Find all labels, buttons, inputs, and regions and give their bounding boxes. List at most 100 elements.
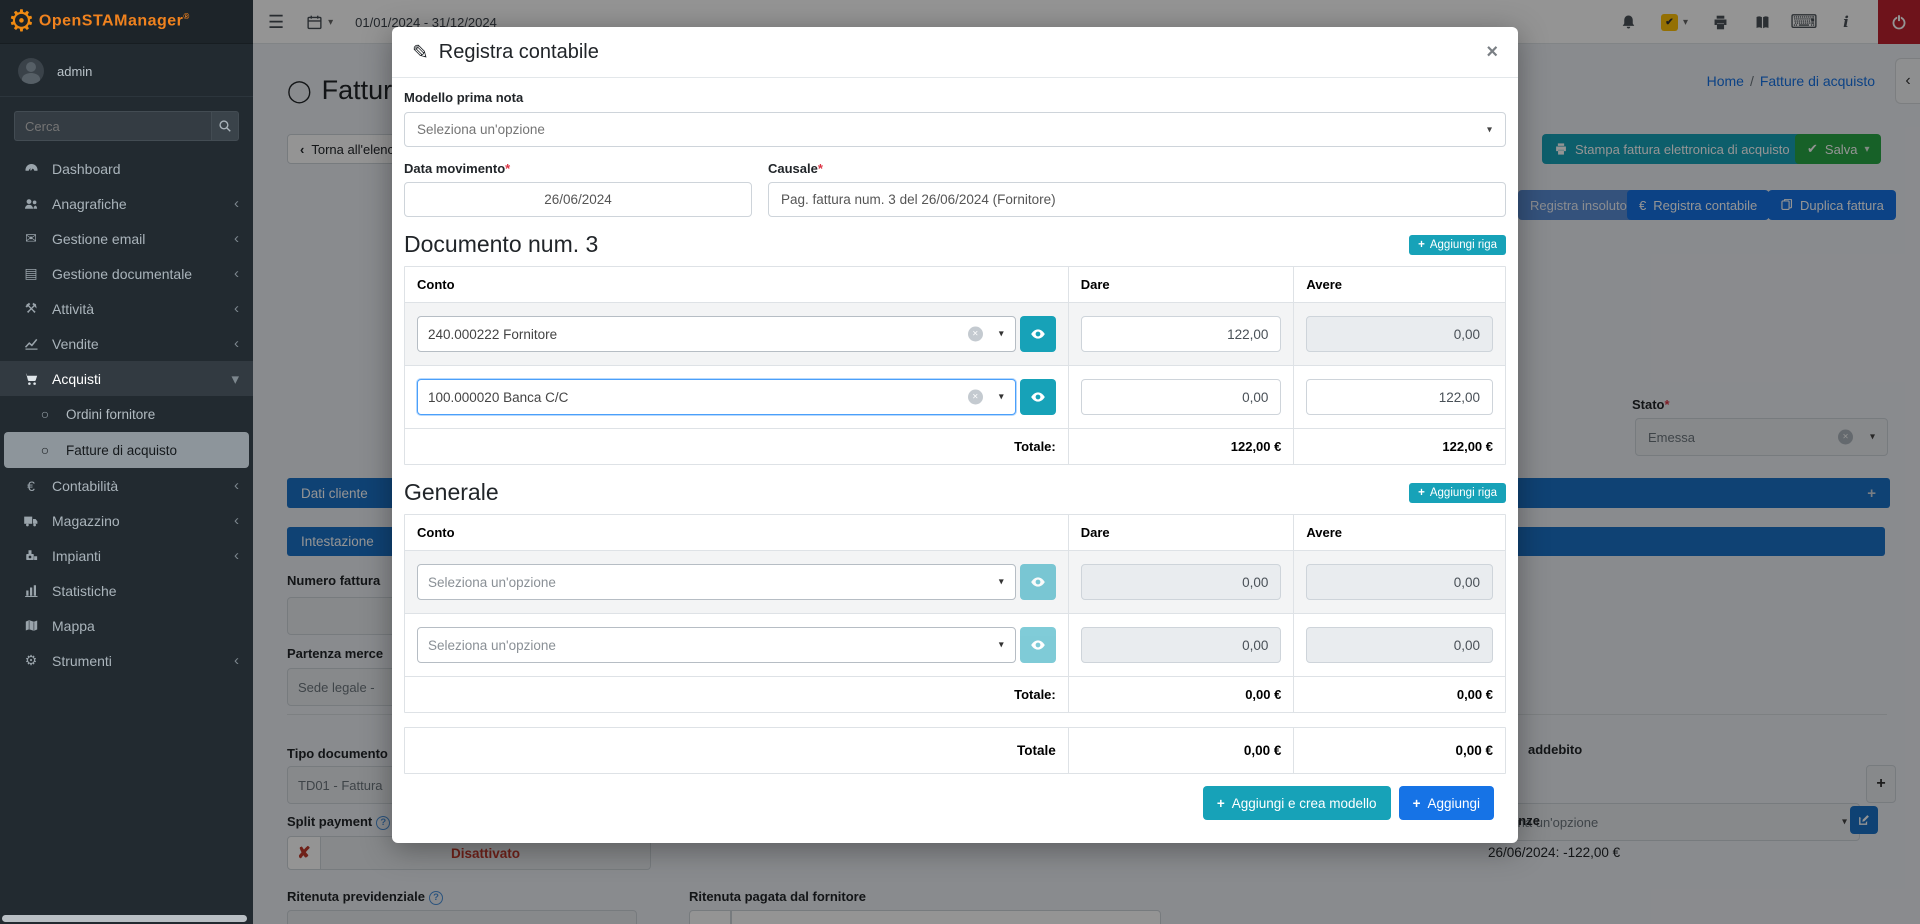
map-icon (18, 618, 44, 633)
check-icon: ✔ (1807, 141, 1818, 156)
logout-power-button[interactable] (1878, 0, 1920, 44)
avere-input[interactable] (1306, 379, 1493, 415)
sidebar-item-contabilita[interactable]: € Contabilità ‹ (0, 468, 253, 503)
breadcrumb-current-link[interactable]: Fatture di acquisto (1759, 73, 1875, 89)
sidebar-item-dashboard[interactable]: Dashboard (0, 151, 253, 186)
conto-select[interactable]: 240.000222 Fornitore × ▾ (417, 316, 1016, 352)
keyboard-icon[interactable]: ⌨ (1790, 11, 1818, 33)
add-tab-icon[interactable]: + (1867, 484, 1876, 502)
dashboard-icon (18, 161, 44, 176)
data-movimento-label: Data movimento (404, 161, 506, 176)
caret-down-icon: ▾ (1841, 816, 1847, 828)
total-avere: 122,00 € (1293, 429, 1505, 464)
plus-icon: + (1418, 238, 1425, 251)
column-header-dare: Dare (1067, 267, 1294, 302)
sidebar-item-gestione-documentale[interactable]: ▤ Gestione documentale ‹ (0, 256, 253, 291)
user-panel[interactable]: admin (0, 44, 253, 97)
edit-scadenze-button[interactable] (1850, 806, 1878, 834)
column-header-avere: Avere (1293, 515, 1505, 550)
view-account-button[interactable] (1019, 379, 1056, 415)
modello-prima-nota-label: Modello prima nota (404, 90, 524, 105)
conto-select[interactable]: Seleziona un'opzione ▾ (417, 564, 1016, 600)
search-button[interactable] (211, 111, 239, 141)
total-label: Totale: (1014, 687, 1056, 702)
sidebar-item-vendite[interactable]: Vendite ‹ (0, 326, 253, 361)
required-asterisk: * (817, 161, 823, 176)
column-header-dare: Dare (1067, 515, 1294, 550)
sidebar-item-impianti[interactable]: Impianti ‹ (0, 538, 253, 573)
conto-select[interactable]: 100.000020 Banca C/C × ▾ (417, 379, 1016, 415)
sidebar-item-gestione-email[interactable]: ✉ Gestione email ‹ (0, 221, 253, 256)
modello-prima-nota-select[interactable]: Seleziona un'opzione ▾ (404, 112, 1506, 147)
date-range[interactable]: 01/01/2024 - 31/12/2024 (355, 14, 497, 30)
split-payment-toggle-icon[interactable]: ✘ (287, 836, 321, 870)
sidebar-item-magazzino[interactable]: Magazzino ‹ (0, 503, 253, 538)
sidebar-item-fatture-di-acquisto[interactable]: ○ Fatture di acquisto (4, 432, 249, 468)
generale-total-row: Totale: 0,00 € 0,00 € (405, 676, 1505, 712)
ritenuta-previdenziale-input[interactable] (287, 910, 637, 924)
add-addebito-button[interactable]: + (1866, 765, 1896, 803)
column-header-conto: Conto (417, 525, 455, 540)
caret-down-icon: ▾ (231, 370, 239, 388)
sidebar: ⚙ OpenSTAManager® admin Dashboard Anagra… (0, 0, 253, 924)
conto-select[interactable]: Seleziona un'opzione ▾ (417, 627, 1016, 663)
register-unpaid-button[interactable]: Registra insoluto (1518, 190, 1639, 220)
info-icon[interactable]: i (1843, 13, 1849, 31)
book-icon[interactable] (1752, 12, 1772, 32)
stato-select[interactable]: Emessa × ▾ (1635, 418, 1888, 456)
euro-icon: € (1639, 197, 1647, 213)
modal-close-button[interactable]: × (1486, 41, 1498, 63)
sidebar-item-ordini-fornitore[interactable]: ○ Ordini fornitore (0, 396, 253, 432)
duplicate-invoice-button[interactable]: Duplica fattura (1768, 190, 1896, 220)
sidebar-item-acquisti[interactable]: Acquisti ▾ (0, 361, 253, 396)
avere-input (1306, 316, 1493, 352)
hamburger-icon[interactable]: ☰ (268, 11, 285, 32)
printer-icon[interactable] (1710, 12, 1730, 32)
printer-icon (1556, 143, 1566, 155)
brand[interactable]: ⚙ OpenSTAManager® (0, 0, 253, 44)
add-row-documento-button[interactable]: + Aggiungi riga (1409, 234, 1506, 255)
add-row-generale-button[interactable]: + Aggiungi riga (1409, 482, 1506, 503)
ritenuta-fornitore-label: Ritenuta pagata dal fornitore (689, 889, 866, 904)
add-and-create-model-button[interactable]: + Aggiungi e crea modello (1202, 786, 1391, 820)
dare-input (1080, 627, 1282, 663)
clear-icon[interactable]: × (967, 389, 983, 405)
ritenuta-fornitore-input[interactable] (731, 910, 1161, 924)
clear-icon[interactable]: × (967, 326, 983, 342)
generale-table: Conto Dare Avere Seleziona un'opzione ▾ (404, 514, 1506, 713)
sidebar-item-statistiche[interactable]: Statistiche (0, 573, 253, 608)
record-circle-icon: ◯ (287, 77, 312, 103)
sidebar-item-anagrafiche[interactable]: Anagrafiche ‹ (0, 186, 253, 221)
search-input[interactable] (14, 111, 211, 141)
add-button[interactable]: + Aggiungi (1398, 786, 1494, 820)
view-account-button[interactable] (1019, 316, 1056, 352)
search-icon (219, 120, 231, 132)
help-icon[interactable]: ? (428, 890, 443, 905)
causale-input[interactable] (768, 182, 1506, 217)
data-movimento-input[interactable] (404, 182, 752, 217)
dare-input[interactable] (1080, 379, 1282, 415)
breadcrumb-home-link[interactable]: Home (1706, 73, 1744, 89)
chevron-left-icon: ‹ (234, 652, 239, 669)
chevron-left-icon: ‹ (234, 547, 239, 564)
documento-table: Conto Dare Avere 240.000222 Fornitore × … (404, 266, 1506, 465)
bell-icon[interactable] (1619, 12, 1639, 32)
panel-collapse-handle[interactable]: ‹ (1895, 58, 1920, 104)
register-accounting-button[interactable]: € Registra contabile (1627, 190, 1770, 220)
calendar-filter[interactable]: ▾ (306, 14, 333, 31)
dare-input (1080, 564, 1282, 600)
addebito-select[interactable]: Seleziona un'opzione ▾ (1462, 803, 1860, 841)
sidebar-item-strumenti[interactable]: ⚙ Strumenti ‹ (0, 643, 253, 678)
sidebar-item-mappa[interactable]: Mappa (0, 608, 253, 643)
save-button[interactable]: ✔ Salva ▾ (1795, 134, 1882, 164)
sidebar-item-attivita[interactable]: ⚒ Attività ‹ (0, 291, 253, 326)
ritenuta-fornitore-checkbox[interactable] (689, 910, 731, 924)
column-header-avere: Avere (1293, 267, 1505, 302)
print-invoice-button[interactable]: Stampa fattura elettronica di acquisto (1542, 134, 1802, 164)
sidebar-scrollbar[interactable] (2, 915, 247, 922)
status-badge-dropdown[interactable]: ✔ ▾ (1660, 13, 1688, 31)
clear-icon[interactable]: × (1838, 429, 1853, 445)
chevron-left-icon: ‹ (234, 512, 239, 529)
help-icon[interactable]: ? (376, 815, 391, 830)
dare-input[interactable] (1080, 316, 1282, 352)
